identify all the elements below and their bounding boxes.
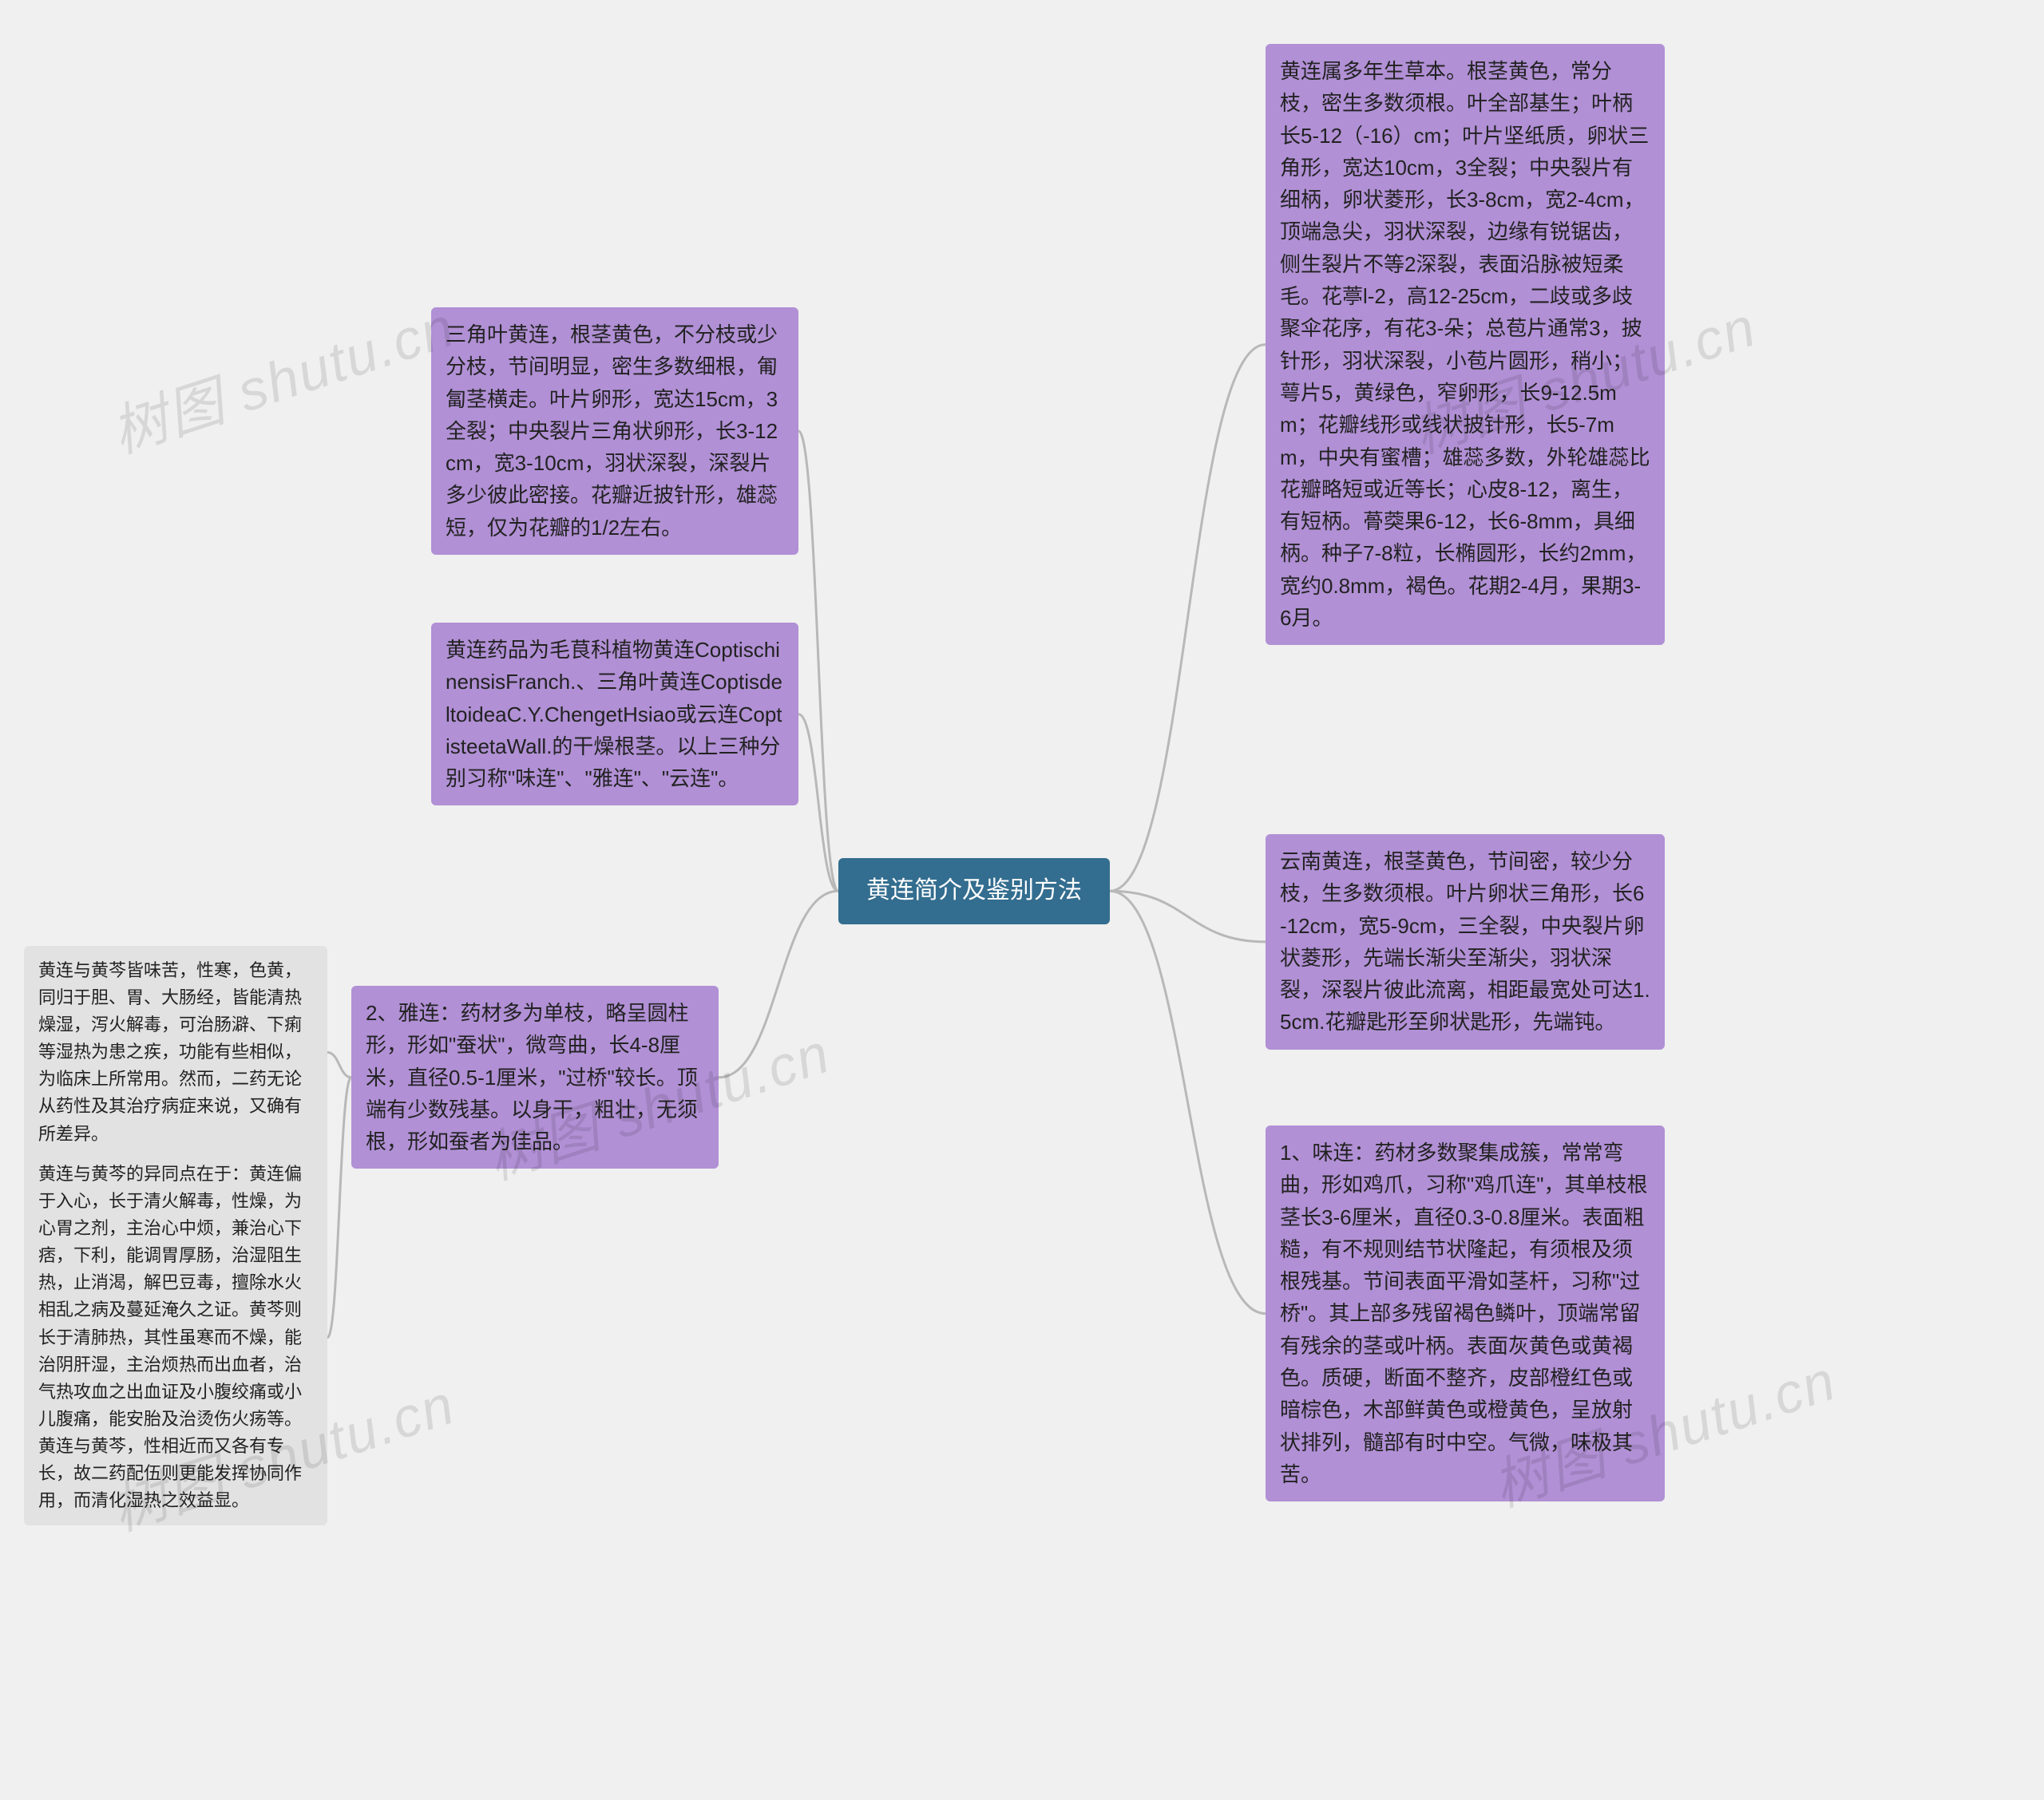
root-node: 黄连简介及鉴别方法: [838, 858, 1110, 924]
node-coptis-drug-sources: 黄连药品为毛茛科植物黄连CoptischinensisFranch.、三角叶黄连…: [431, 623, 798, 805]
node-huanglian-huangqin-similarity: 黄连与黄芩皆味苦，性寒，色黄，同归于胆、胃、大肠经，皆能清热燥湿，泻火解毒，可治…: [24, 946, 327, 1159]
node-yunnan-coptis: 云南黄连，根茎黄色，节间密，较少分枝，生多数须根。叶片卵状三角形，长6-12cm…: [1266, 834, 1665, 1050]
node-huanglian-huangqin-difference: 黄连与黄芩的异同点在于：黄连偏于入心，长于清火解毒，性燥，为心胃之剂，主治心中烦…: [24, 1149, 327, 1525]
node-coptis-botany: 黄连属多年生草本。根茎黄色，常分枝，密生多数须根。叶全部基生；叶柄长5-12（-…: [1266, 44, 1665, 645]
node-weilian-identification: 1、味连：药材多数聚集成簇，常常弯曲，形如鸡爪，习称"鸡爪连"，其单枝根茎长3-…: [1266, 1125, 1665, 1501]
mindmap-stage: { "canvas": { "width": 2560, "height": 2…: [0, 0, 2044, 1800]
node-triangle-leaf-coptis: 三角叶黄连，根茎黄色，不分枝或少分枝，节间明显，密生多数细根，匍匐茎横走。叶片卵…: [431, 307, 798, 555]
node-yalian-identification: 2、雅连：药材多为单枝，略呈圆柱形，形如"蚕状"，微弯曲，长4-8厘米，直径0.…: [351, 986, 719, 1169]
watermark: 树图 shutu.cn: [100, 283, 463, 469]
